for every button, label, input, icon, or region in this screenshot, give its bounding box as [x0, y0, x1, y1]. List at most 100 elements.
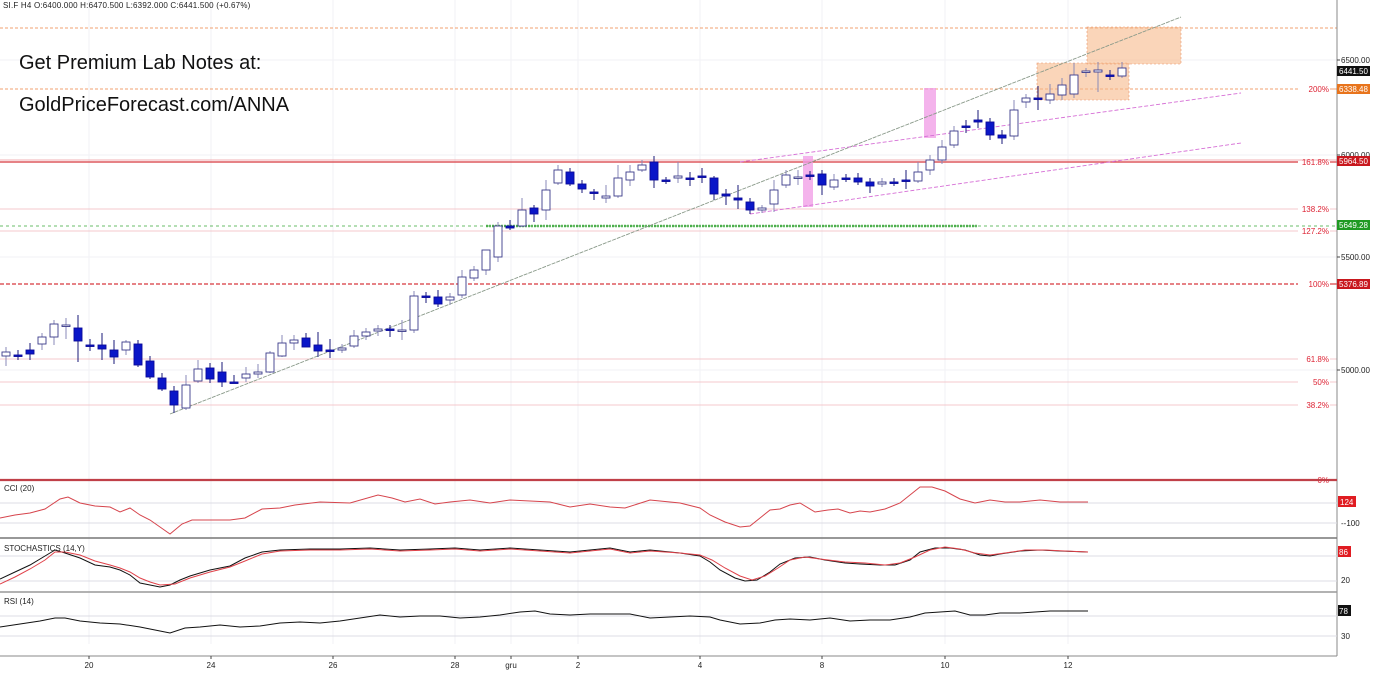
- candle: [625, 171, 635, 181]
- price-tick-label: 6500.00: [1341, 56, 1370, 65]
- time-tick-label: 2: [576, 661, 581, 670]
- time-axis[interactable]: 20 24 26 28 gru 2 4 8 10 12: [85, 656, 1073, 670]
- annotation-zones: [803, 26, 1182, 207]
- candle: [85, 344, 95, 347]
- candle: [277, 342, 287, 357]
- candle: [1117, 67, 1127, 77]
- candle: [49, 323, 59, 338]
- candle: [205, 367, 215, 380]
- candle: [685, 177, 695, 180]
- candle: [589, 191, 599, 194]
- candle: [853, 177, 863, 183]
- candle: [901, 179, 911, 182]
- candle: [541, 189, 551, 211]
- svg-text:5964.50: 5964.50: [1339, 157, 1368, 166]
- price-axis[interactable]: 6500.00 6000.00 5500.00 5000.00 6441.50 6338.…: [1336, 0, 1370, 656]
- candle: [1081, 70, 1091, 73]
- candle: [169, 390, 179, 406]
- svg-text:86: 86: [1339, 548, 1348, 557]
- candle: [433, 296, 443, 305]
- candle: [73, 327, 83, 342]
- level-5376-tag: [1337, 279, 1370, 289]
- cci-value-tag: [1338, 496, 1356, 507]
- candle: [925, 159, 935, 171]
- candle: [481, 249, 491, 271]
- candle: [109, 349, 119, 358]
- candle: [937, 146, 947, 161]
- price-tick-label: 5500.00: [1341, 253, 1370, 262]
- level-5649-tag: [1337, 220, 1370, 230]
- fib-label: 50%: [1313, 378, 1329, 387]
- promo-line-2[interactable]: GoldPriceForecast.com/ANNA: [19, 94, 290, 116]
- candle: [697, 175, 707, 178]
- candle: [553, 169, 563, 184]
- candle: [61, 324, 71, 327]
- candle: [997, 134, 1007, 139]
- fib-label: 100%: [1309, 280, 1329, 289]
- indicator-panels: 124 --100 86 20 78 30: [0, 478, 1360, 657]
- candle: [157, 377, 167, 390]
- candle: [769, 189, 779, 205]
- fib-label: 127.2%: [1302, 227, 1329, 236]
- channel-lower-line: [749, 142, 1242, 215]
- candle: [529, 207, 539, 215]
- svg-text:30: 30: [1341, 632, 1350, 641]
- promo-line-1: Get Premium Lab Notes at:: [19, 52, 262, 74]
- candle: [1057, 84, 1067, 96]
- time-tick-label: 10: [941, 661, 950, 670]
- cci-panel-title: CCI (20): [4, 484, 35, 493]
- svg-text:5649.28: 5649.28: [1339, 221, 1368, 230]
- candle: [241, 373, 251, 379]
- time-tick-label: 20: [85, 661, 94, 670]
- candle: [13, 354, 23, 357]
- candle: [1033, 97, 1043, 100]
- candle: [1021, 97, 1031, 103]
- candle: [253, 371, 263, 375]
- candle: [145, 360, 155, 378]
- candle: [961, 125, 971, 128]
- candle: [649, 161, 659, 181]
- price-tick-label: 6000.00: [1341, 151, 1370, 160]
- candle: [709, 177, 719, 195]
- candle: [889, 181, 899, 184]
- candle: [793, 176, 803, 179]
- candle: [745, 201, 755, 211]
- candle: [973, 119, 983, 123]
- candle: [349, 335, 359, 347]
- svg-text:5376.89: 5376.89: [1339, 280, 1368, 289]
- candle: [445, 296, 455, 301]
- svg-text:124: 124: [1340, 498, 1354, 507]
- candle: [721, 193, 731, 197]
- candle: [217, 371, 227, 383]
- symbol-ohlc-header: SI.F H4 O:6400.000 H:6470.500 L:6392.000…: [3, 1, 251, 10]
- rsi-panel-title: RSI (14): [4, 597, 34, 606]
- candle: [1105, 74, 1115, 77]
- candle: [613, 177, 623, 197]
- candle: [877, 181, 887, 185]
- candle: [601, 195, 611, 199]
- fib-label: 200%: [1309, 85, 1329, 94]
- svg-text:6441.50: 6441.50: [1339, 67, 1368, 76]
- candle: [733, 197, 743, 201]
- candle: [637, 164, 647, 171]
- svg-text:20: 20: [1341, 576, 1350, 585]
- candle: [1069, 74, 1079, 95]
- candle: [289, 339, 299, 344]
- fib-label: 138.2%: [1302, 205, 1329, 214]
- target-zone: [1086, 26, 1182, 65]
- gap-zone: [803, 156, 813, 207]
- time-tick-label: 24: [207, 661, 216, 670]
- time-tick-label: gru: [505, 661, 517, 670]
- candle: [565, 171, 575, 185]
- time-tick-label: 4: [698, 661, 703, 670]
- candle: [829, 179, 839, 188]
- candle: [805, 174, 815, 177]
- candle: [457, 276, 467, 296]
- level-5964-tag: [1337, 156, 1370, 166]
- candle: [373, 328, 383, 332]
- time-tick-label: 28: [451, 661, 460, 670]
- candle: [265, 352, 275, 373]
- chart-grid: [0, 0, 1337, 644]
- candle: [385, 328, 395, 331]
